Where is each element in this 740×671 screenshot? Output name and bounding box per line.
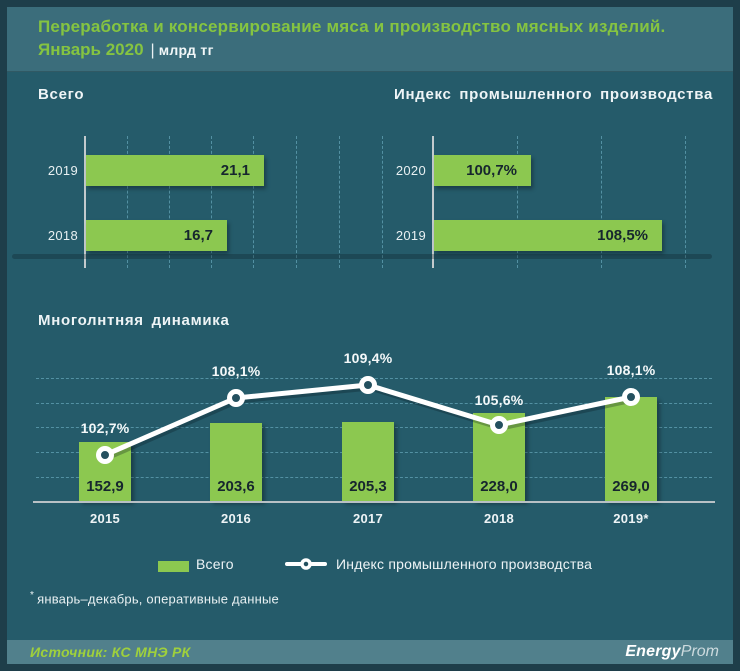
panel-total-title: Всего xyxy=(38,86,85,103)
y-axis xyxy=(432,136,434,268)
background xyxy=(7,7,733,664)
x-label-2019: 2019* xyxy=(613,511,649,526)
gridline xyxy=(169,136,170,268)
bar-total-2019: 21,1 xyxy=(86,155,264,186)
footer: Источник: КС МНЭ РК Energy Prom xyxy=(7,640,733,664)
gridline xyxy=(517,136,518,268)
bar-index-2019: 108,5% xyxy=(434,220,662,251)
source-label: Источник: КС МНЭ РК xyxy=(30,644,191,660)
gridline xyxy=(296,136,297,268)
header: Переработка и консервирование мяса и про… xyxy=(7,7,733,72)
gridline xyxy=(685,136,686,268)
gridline xyxy=(36,378,712,379)
legend-index-label: Индекс промышленного производства xyxy=(336,556,593,572)
footnote-text: январь–декабрь, оперативные данные xyxy=(37,591,279,607)
gridline xyxy=(253,136,254,268)
bar-value-2017: 205,3 xyxy=(349,478,387,495)
y-axis xyxy=(84,136,86,268)
page-subtitle: Январь 2020 | млрд тг xyxy=(38,38,733,63)
bar-value-2019: 269,0 xyxy=(612,478,650,495)
category-label: 2020 xyxy=(395,163,426,178)
panel-dynamics-title: Многолнтняя динамика xyxy=(38,312,230,329)
gridline xyxy=(127,136,128,268)
x-axis xyxy=(33,501,715,503)
bar-value-2016: 203,6 xyxy=(217,478,255,495)
panel-index-title: Индекс промышленного производства xyxy=(394,86,713,103)
category-label: 2019 xyxy=(47,163,78,178)
x-label-2017: 2017 xyxy=(352,511,384,526)
line-value-2015: 102,7% xyxy=(80,420,130,436)
gridline xyxy=(211,136,212,268)
subtitle-separator: | xyxy=(150,42,155,59)
brand-logo: Energy Prom xyxy=(618,640,719,664)
period-label: Январь 2020 xyxy=(38,40,144,59)
brand-name-energy: Energy xyxy=(625,643,681,660)
bar-value-2015: 152,9 xyxy=(86,478,124,495)
legend-total-swatch xyxy=(158,561,189,572)
line-value-2018: 105,6% xyxy=(474,392,524,408)
bar-total-2018: 16,7 xyxy=(86,220,227,251)
page-title: Переработка и консервирование мяса и про… xyxy=(38,17,666,36)
x-label-2016: 2016 xyxy=(220,511,252,526)
unit-label: млрд тг xyxy=(158,42,214,58)
x-label-2015: 2015 xyxy=(89,511,121,526)
gridline xyxy=(339,136,340,268)
x-label-2018: 2018 xyxy=(483,511,515,526)
section-divider xyxy=(12,254,712,259)
legend-total-label: Всего xyxy=(196,556,234,572)
bar-value-2018: 228,0 xyxy=(480,478,518,495)
brand-name-prom: Prom xyxy=(680,643,719,660)
line-value-2019: 108,1% xyxy=(606,362,656,378)
line-value-2017: 109,4% xyxy=(343,350,393,366)
line-value-2016: 108,1% xyxy=(211,363,261,379)
gridline xyxy=(382,136,383,268)
bar-index-2020: 100,7% xyxy=(434,155,531,186)
footnote: * январь–декабрь, оперативные данные xyxy=(30,590,279,606)
category-label: 2018 xyxy=(47,228,78,243)
gridline xyxy=(601,136,602,268)
category-label: 2019 xyxy=(395,228,426,243)
footnote-marker: * xyxy=(30,590,35,601)
